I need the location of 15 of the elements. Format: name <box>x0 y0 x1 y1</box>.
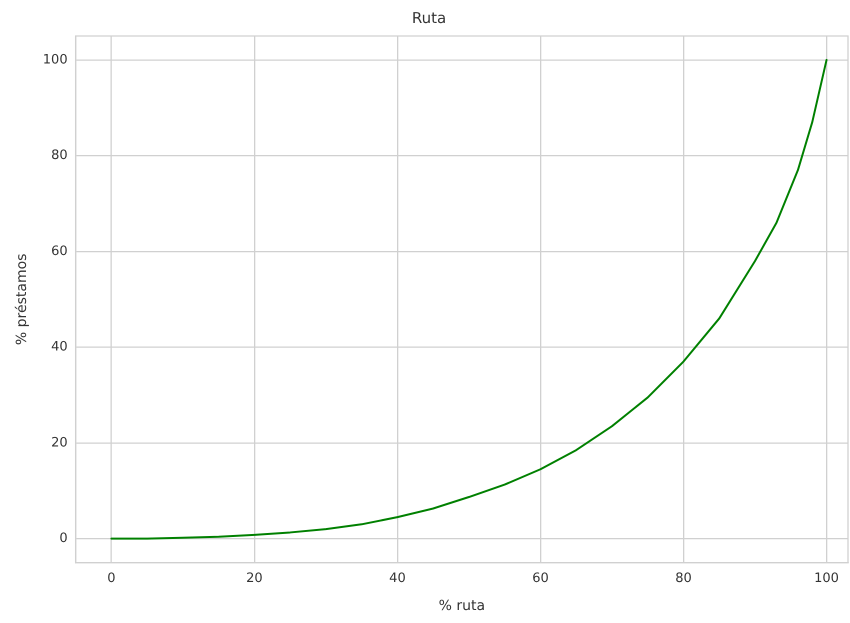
y-tick-label: 100 <box>42 52 68 68</box>
y-tick-label: 60 <box>51 244 68 259</box>
y-tick-label: 80 <box>51 148 68 164</box>
x-tick-label: 80 <box>675 570 692 586</box>
x-axis-title: % ruta <box>438 598 486 614</box>
x-tick-label: 0 <box>107 570 116 586</box>
chart-title: Ruta <box>412 8 446 27</box>
x-tick-label: 20 <box>246 570 263 586</box>
y-tick-label: 20 <box>51 435 68 450</box>
x-tick-label: 100 <box>814 570 839 586</box>
x-tick-label: 40 <box>389 570 406 586</box>
y-axis-title: % préstamos <box>14 254 30 346</box>
y-tick-label: 40 <box>51 340 68 355</box>
x-tick-label: 60 <box>532 570 549 586</box>
y-tick-label: 0 <box>59 531 68 546</box>
